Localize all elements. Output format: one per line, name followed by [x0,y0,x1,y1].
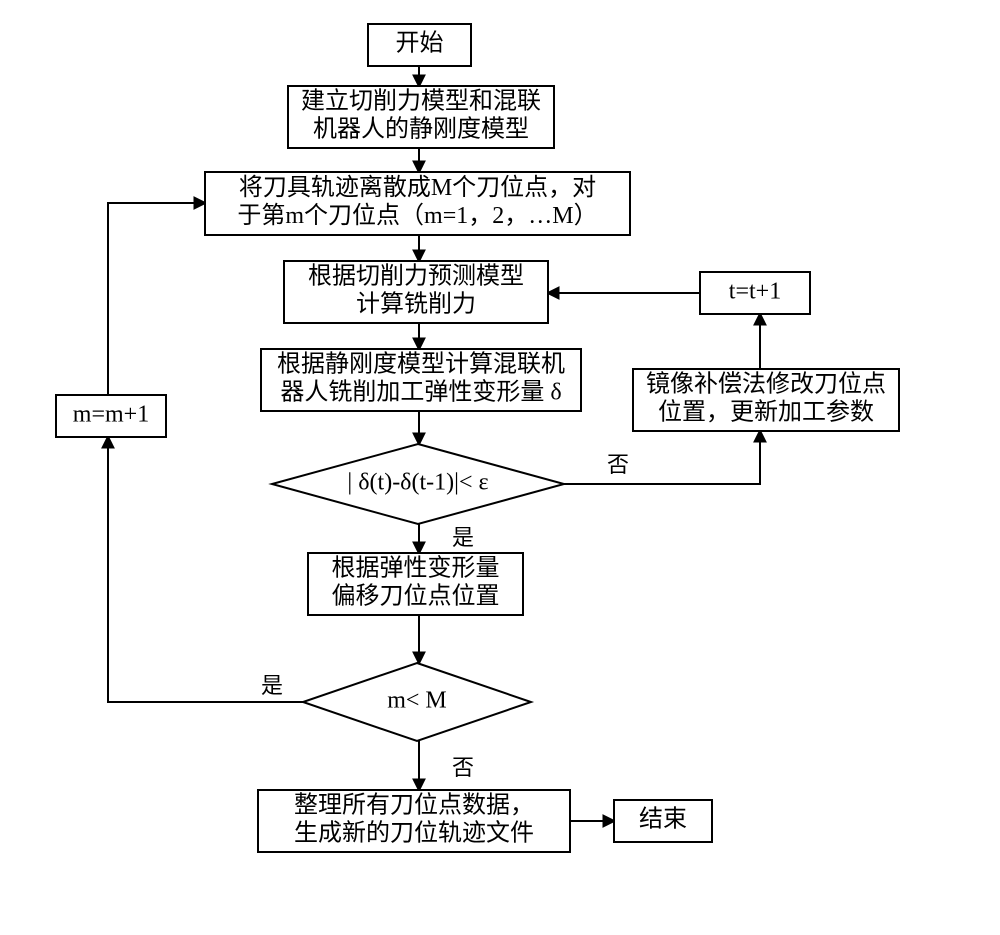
node-text-deform: 根据静刚度模型计算混联机 [277,351,565,378]
node-text-discret: 于第m个刀位点（m=1，2，…M） [237,202,597,229]
node-text-force: 根据切削力预测模型 [308,263,524,290]
node-text-output: 整理所有刀位点数据， [294,792,534,819]
node-text-end: 结束 [639,806,687,833]
node-text-offset: 偏移刀位点位置 [332,583,500,610]
node-text-minc: m=m+1 [73,402,149,428]
edge-label: 否 [452,755,474,780]
node-text-tinc: t=t+1 [729,279,781,305]
node-text-deform: 器人铣削加工弹性变形量 δ [280,379,561,406]
flowchart-canvas: 是否否是开始建立切削力模型和混联机器人的静刚度模型将刀具轨迹离散成M个刀位点，对… [0,0,1000,935]
node-text-start: 开始 [396,30,444,57]
node-text-model: 机器人的静刚度模型 [313,116,529,143]
edge-cond2-minc [108,437,303,702]
edge-label: 是 [452,525,474,550]
edge-minc-discret [108,203,205,395]
edge-label: 是 [261,673,283,698]
node-text-mirror: 位置，更新加工参数 [658,399,874,426]
node-text-model: 建立切削力模型和混联 [301,88,541,115]
node-text-discret: 将刀具轨迹离散成M个刀位点，对 [239,174,596,201]
edge-label: 否 [607,452,629,477]
node-text-output: 生成新的刀位轨迹文件 [294,820,534,847]
node-text-mirror: 镜像补偿法修改刀位点 [646,371,886,398]
node-text-offset: 根据弹性变形量 [332,555,500,582]
edge-cond1-mirror [564,431,760,484]
node-text-force: 计算铣削力 [356,291,476,318]
node-text-cond1: | δ(t)-δ(t-1)|< ε [347,470,488,496]
node-text-cond2: m< M [387,688,447,714]
